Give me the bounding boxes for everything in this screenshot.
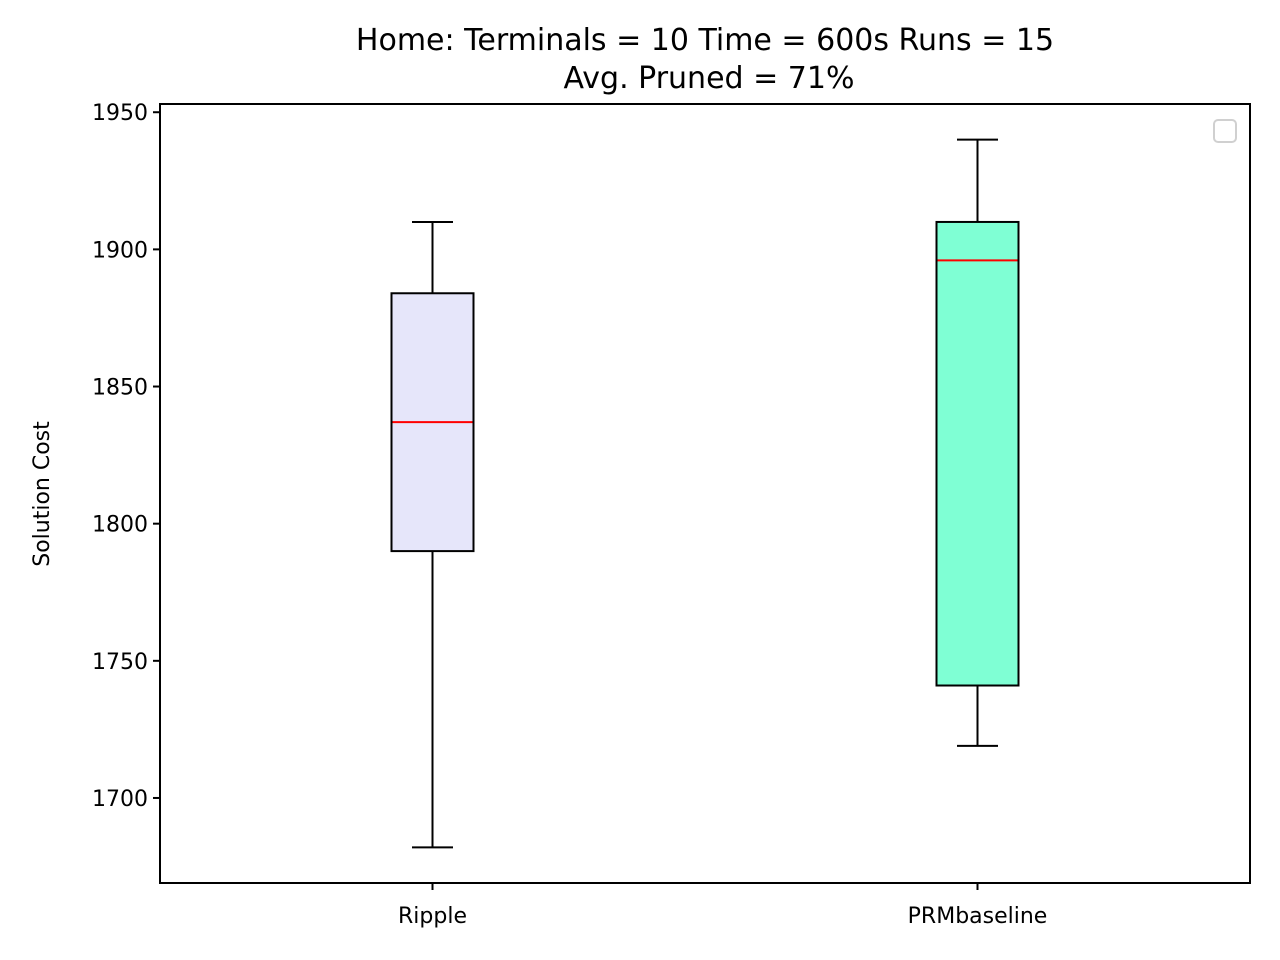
plot-area: 1700 1750 1800 1850 1900 1950 Ripple PRMbaselin… xyxy=(92,101,1047,929)
chart-title-line-2: Avg. Pruned = 71% xyxy=(564,61,855,96)
y-tick-label: 1750 xyxy=(92,650,148,675)
chart-title-line-1: Home: Terminals = 10 Time = 600s Runs = … xyxy=(356,23,1054,58)
y-tick-label: 1900 xyxy=(92,238,148,263)
box-prmbaseline xyxy=(935,220,1020,687)
y-tick-label: 1800 xyxy=(92,513,148,538)
x-tick-label: Ripple xyxy=(398,904,467,929)
x-tick-label: PRMbaseline xyxy=(908,904,1048,929)
y-tick-label: 1950 xyxy=(92,101,148,126)
y-axis-label: Solution Cost xyxy=(30,421,55,567)
y-tick-label: 1850 xyxy=(92,376,148,401)
plot-frame xyxy=(159,103,1251,884)
y-tick-label: 1700 xyxy=(92,787,148,812)
legend-box xyxy=(1213,119,1237,143)
